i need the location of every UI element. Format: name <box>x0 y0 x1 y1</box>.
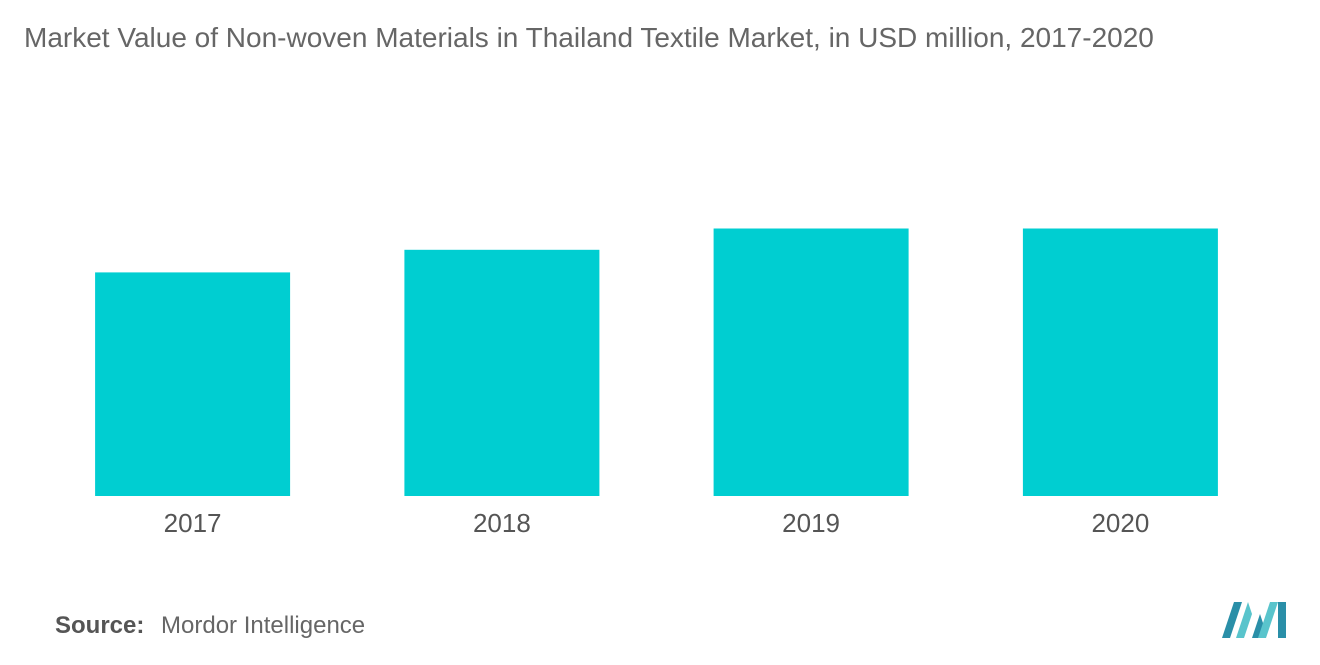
bar-chart: 2017 2018 2019 2020 <box>95 228 1218 538</box>
x-tick-label-2019: 2019 <box>782 508 840 538</box>
source-value: Mordor Intelligence <box>161 612 366 639</box>
source-label: Source: <box>55 612 145 639</box>
mordor-intelligence-logo-icon <box>1222 602 1286 638</box>
x-tick-label-2018: 2018 <box>473 508 531 538</box>
chart-title: Market Value of Non-woven Materials in T… <box>24 22 1154 53</box>
x-tick-label-2020: 2020 <box>1091 508 1149 538</box>
source-note: Source: Mordor Intelligence <box>55 612 365 640</box>
bar-2017 <box>95 272 291 496</box>
bar-2019 <box>713 228 909 496</box>
bar-2020 <box>1022 228 1218 496</box>
bar-2018 <box>404 249 600 496</box>
x-tick-label-2017: 2017 <box>164 508 222 538</box>
x-tick-labels-group: 2017 2018 2019 2020 <box>164 508 1150 538</box>
bars-group <box>95 228 1218 496</box>
